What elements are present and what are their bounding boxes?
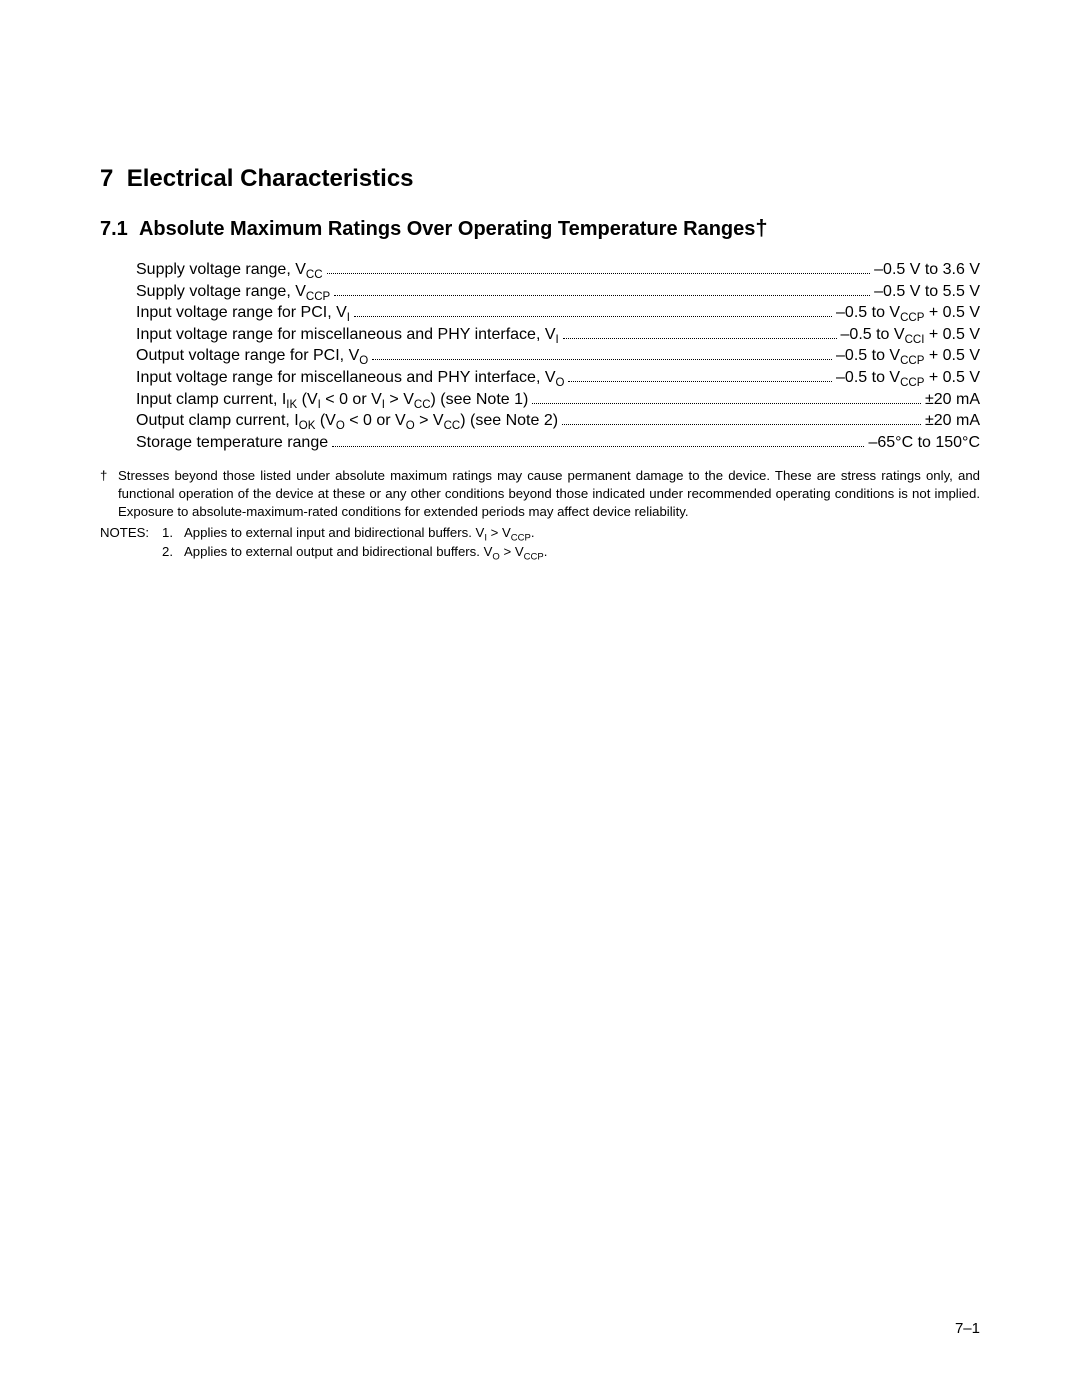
ratings-list: Supply voltage range, VCC –0.5 V to 3.6 V… — [136, 259, 980, 453]
dot-leader — [563, 327, 837, 339]
rating-value: –0.5 to VCCP + 0.5 V — [836, 302, 980, 324]
rating-row: Supply voltage range, VCCP –0.5 V to 5.5 … — [136, 281, 980, 303]
rating-value: –0.5 to VCCP + 0.5 V — [836, 345, 980, 367]
rating-label: Supply voltage range, VCCP — [136, 281, 330, 303]
subsection-title: 7.1 Absolute Maximum Ratings Over Operat… — [100, 215, 980, 241]
rating-label: Supply voltage range, VCC — [136, 259, 323, 281]
rating-label: Input voltage range for PCI, VI — [136, 302, 350, 324]
rating-value: ±20 mA — [925, 410, 980, 432]
section-title: 7 Electrical Characteristics — [100, 165, 980, 193]
note-number: 2. — [162, 542, 184, 561]
rating-value: ±20 mA — [925, 389, 980, 411]
dot-leader — [332, 435, 864, 447]
footnote-dagger: † — [100, 467, 118, 520]
rating-label: Storage temperature range — [136, 432, 328, 454]
dot-leader — [568, 370, 832, 382]
rating-value: –0.5 to VCCI + 0.5 V — [841, 324, 980, 346]
rating-label: Input voltage range for miscellaneous an… — [136, 367, 564, 389]
subsection-number: 7.1 — [100, 218, 128, 240]
dot-leader — [532, 391, 921, 403]
page-number: 7–1 — [955, 1320, 980, 1337]
rating-label: Output voltage range for PCI, VO — [136, 345, 368, 367]
note-item: 2.Applies to external output and bidirec… — [162, 542, 980, 561]
note-text: Applies to external input and bidirectio… — [184, 523, 535, 542]
footnote-block: † Stresses beyond those listed under abs… — [100, 467, 980, 520]
rating-row: Supply voltage range, VCC –0.5 V to 3.6 V — [136, 259, 980, 281]
rating-value: –0.5 to VCCP + 0.5 V — [836, 367, 980, 389]
section-number: 7 — [100, 165, 113, 192]
dot-leader — [562, 413, 921, 425]
footnote-text: Stresses beyond those listed under absol… — [118, 467, 980, 520]
dot-leader — [354, 305, 832, 317]
rating-label: Output clamp current, IOK (VO < 0 or VO … — [136, 410, 558, 432]
dot-leader — [334, 283, 870, 295]
rating-row: Input voltage range for PCI, VI –0.5 to V… — [136, 302, 980, 324]
note-item: 1.Applies to external input and bidirect… — [162, 523, 980, 542]
rating-row: Output voltage range for PCI, VO –0.5 to … — [136, 345, 980, 367]
rating-value: –0.5 V to 5.5 V — [874, 281, 980, 303]
rating-row: Output clamp current, IOK (VO < 0 or VO … — [136, 410, 980, 432]
rating-label: Input voltage range for miscellaneous an… — [136, 324, 559, 346]
notes-block: NOTES: 1.Applies to external input and b… — [100, 523, 980, 561]
note-text: Applies to external output and bidirecti… — [184, 542, 547, 561]
dot-leader — [327, 262, 871, 274]
section-title-text: Electrical Characteristics — [127, 165, 414, 192]
subsection-dagger: † — [755, 215, 767, 240]
rating-value: –0.5 V to 3.6 V — [874, 259, 980, 281]
notes-label: NOTES: — [100, 523, 162, 561]
rating-row: Input voltage range for miscellaneous an… — [136, 367, 980, 389]
rating-value: –65°C to 150°C — [868, 432, 980, 454]
page: 7 Electrical Characteristics 7.1 Absolut… — [0, 0, 1080, 1397]
rating-row: Storage temperature range –65°C to 150°C — [136, 432, 980, 454]
rating-label: Input clamp current, IIK (VI < 0 or VI >… — [136, 389, 528, 411]
subsection-title-text: Absolute Maximum Ratings Over Operating … — [139, 218, 755, 240]
notes-list: 1.Applies to external input and bidirect… — [162, 523, 980, 561]
rating-row: Input voltage range for miscellaneous an… — [136, 324, 980, 346]
dot-leader — [372, 348, 832, 360]
rating-row: Input clamp current, IIK (VI < 0 or VI >… — [136, 389, 980, 411]
note-number: 1. — [162, 523, 184, 542]
